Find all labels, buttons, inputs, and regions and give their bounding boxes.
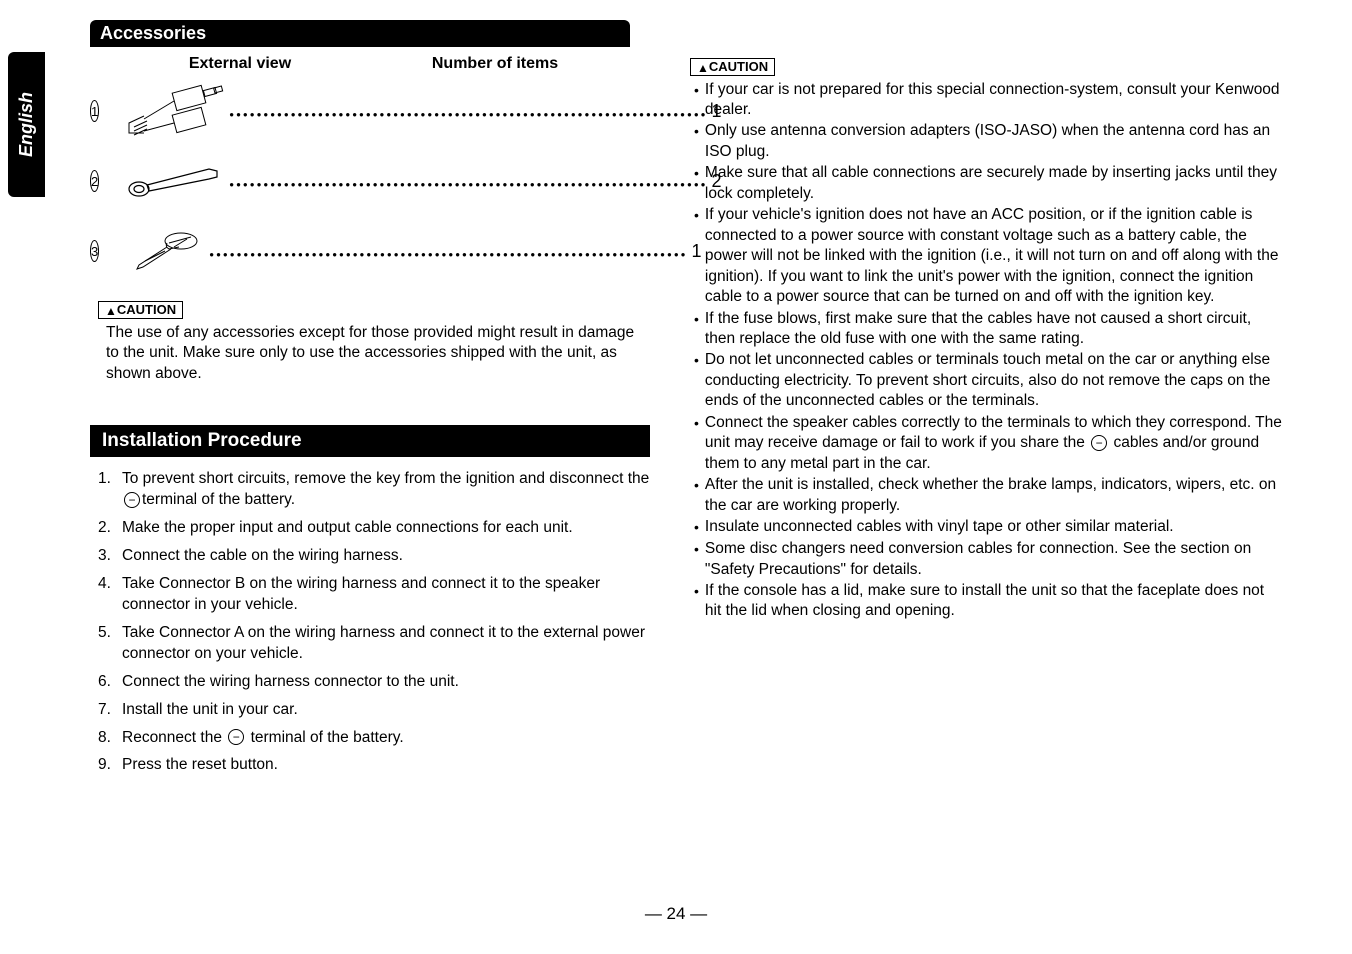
- caution-item-text: Connect the speaker cables correctly to …: [705, 413, 1282, 474]
- accessory-row-2: 2 ●●●●●●●●●●●●●●●●●●●●●●●●●●●●●●●●●●●●●●…: [90, 151, 650, 211]
- page-content: Accessories External view Number of item…: [0, 0, 1352, 803]
- caution-item-text: Insulate unconnected cables with vinyl t…: [705, 517, 1174, 538]
- accessories-column-headers: External view Number of items: [90, 55, 650, 73]
- install-step-number: 9.: [98, 755, 122, 776]
- accessory-row-3: 3 ●●●●●●●●●●●●●●●●●●●●●●●●●●●●●●●●●●●●●●: [90, 221, 650, 281]
- install-step-number: 7.: [98, 700, 122, 721]
- caution-item-text: Make sure that all cable connections are…: [705, 163, 1282, 204]
- bullet-icon: •: [694, 350, 699, 411]
- accessory-number-3: 3: [90, 240, 99, 262]
- install-step-text: Install the unit in your car.: [122, 700, 650, 721]
- bullet-icon: •: [694, 581, 699, 622]
- bullet-icon: •: [694, 309, 699, 350]
- bullet-icon: •: [694, 205, 699, 307]
- install-step: 5.Take Connector A on the wiring harness…: [98, 623, 650, 665]
- caution-item-text: Do not let unconnected cables or termina…: [705, 350, 1282, 411]
- caution-bullet-item: •Connect the speaker cables correctly to…: [694, 413, 1282, 474]
- caution-item-text: If your car is not prepared for this spe…: [705, 80, 1282, 121]
- caution-item-text: If the fuse blows, first make sure that …: [705, 309, 1282, 350]
- bullet-icon: •: [694, 539, 699, 580]
- install-step-text: Take Connector B on the wiring harness a…: [122, 574, 650, 616]
- install-step: 6.Connect the wiring harness connector t…: [98, 672, 650, 693]
- warning-triangle-icon: ▲: [105, 304, 117, 318]
- warning-triangle-icon: ▲: [697, 61, 709, 75]
- caution-item-text: After the unit is installed, check wheth…: [705, 475, 1282, 516]
- right-caution-list: •If your car is not prepared for this sp…: [690, 80, 1282, 622]
- install-step-number: 8.: [98, 728, 122, 749]
- caution-bullet-item: •If the fuse blows, first make sure that…: [694, 309, 1282, 350]
- install-step: 4.Take Connector B on the wiring harness…: [98, 574, 650, 616]
- accessory-number-1: 1: [90, 100, 99, 122]
- install-step-text: Reconnect the − terminal of the battery.: [122, 728, 650, 749]
- col-external-view: External view: [140, 55, 340, 73]
- install-step: 3.Connect the cable on the wiring harnes…: [98, 546, 650, 567]
- install-step: 2.Make the proper input and output cable…: [98, 518, 650, 539]
- accessory-image-key: [119, 161, 229, 201]
- install-step-number: 5.: [98, 623, 122, 665]
- caution-bullet-item: •If the console has a lid, make sure to …: [694, 581, 1282, 622]
- minus-terminal-icon: −: [124, 492, 140, 508]
- install-step: 7.Install the unit in your car.: [98, 700, 650, 721]
- accessories-section: Accessories External view Number of item…: [90, 20, 650, 385]
- install-step-text: Connect the wiring harness connector to …: [122, 672, 650, 693]
- minus-terminal-icon: −: [1091, 435, 1107, 451]
- accessory-number-2: 2: [90, 170, 99, 192]
- install-step-number: 4.: [98, 574, 122, 616]
- minus-terminal-icon: −: [228, 729, 244, 745]
- caution-bullet-item: •If your vehicle's ignition does not hav…: [694, 205, 1282, 307]
- caution-item-text: Only use antenna conversion adapters (IS…: [705, 121, 1282, 162]
- caution-bullet-item: •Do not let unconnected cables or termin…: [694, 350, 1282, 411]
- bullet-icon: •: [694, 517, 699, 538]
- caution-bullet-item: •If your car is not prepared for this sp…: [694, 80, 1282, 121]
- installation-steps: 1.To prevent short circuits, remove the …: [90, 469, 650, 776]
- caution-label-left: ▲CAUTION: [98, 301, 183, 319]
- caution-item-text: If your vehicle's ignition does not have…: [705, 205, 1282, 307]
- bullet-icon: •: [694, 163, 699, 204]
- caution-item-text: Some disc changers need conversion cable…: [705, 539, 1282, 580]
- install-step: 1.To prevent short circuits, remove the …: [98, 469, 650, 511]
- install-step: 9.Press the reset button.: [98, 755, 650, 776]
- install-step-number: 6.: [98, 672, 122, 693]
- page-number: — 24 —: [0, 904, 1352, 924]
- install-step-number: 3.: [98, 546, 122, 567]
- right-column: ▲CAUTION •If your car is not prepared fo…: [690, 20, 1282, 783]
- install-step-text: Make the proper input and output cable c…: [122, 518, 650, 539]
- caution-text-left: The use of any accessories except for th…: [106, 323, 650, 386]
- caution-bullet-item: • Insulate unconnected cables with vinyl …: [694, 517, 1282, 538]
- install-step-text: Take Connector A on the wiring harness a…: [122, 623, 650, 665]
- caution-bullet-item: •Some disc changers need conversion cabl…: [694, 539, 1282, 580]
- left-column: Accessories External view Number of item…: [90, 20, 650, 783]
- install-step-number: 2.: [98, 518, 122, 539]
- bullet-icon: •: [694, 475, 699, 516]
- bullet-icon: •: [694, 413, 699, 474]
- caution-item-text: If the console has a lid, make sure to i…: [705, 581, 1282, 622]
- caution-bullet-item: •Only use antenna conversion adapters (I…: [694, 121, 1282, 162]
- accessory-image-harness: [119, 81, 229, 141]
- bullet-icon: •: [694, 121, 699, 162]
- accessory-row-1: 1 ●●●●●●●●: [90, 81, 650, 141]
- install-step: 8.Reconnect the − terminal of the batter…: [98, 728, 650, 749]
- install-step-text: Connect the cable on the wiring harness.: [122, 546, 650, 567]
- installation-section: Installation Procedure 1.To prevent shor…: [90, 425, 650, 776]
- install-step-text: Press the reset button.: [122, 755, 650, 776]
- install-step-number: 1.: [98, 469, 122, 511]
- bullet-icon: •: [694, 80, 699, 121]
- language-tab: English: [8, 52, 45, 197]
- col-number-items: Number of items: [340, 55, 650, 73]
- accessory-image-screw: [119, 229, 209, 274]
- install-step-text: To prevent short circuits, remove the ke…: [122, 469, 650, 511]
- caution-label-right: ▲CAUTION: [690, 58, 775, 76]
- caution-bullet-item: •Make sure that all cable connections ar…: [694, 163, 1282, 204]
- accessories-header: Accessories: [90, 20, 630, 47]
- caution-bullet-item: •After the unit is installed, check whet…: [694, 475, 1282, 516]
- installation-header: Installation Procedure: [90, 425, 650, 457]
